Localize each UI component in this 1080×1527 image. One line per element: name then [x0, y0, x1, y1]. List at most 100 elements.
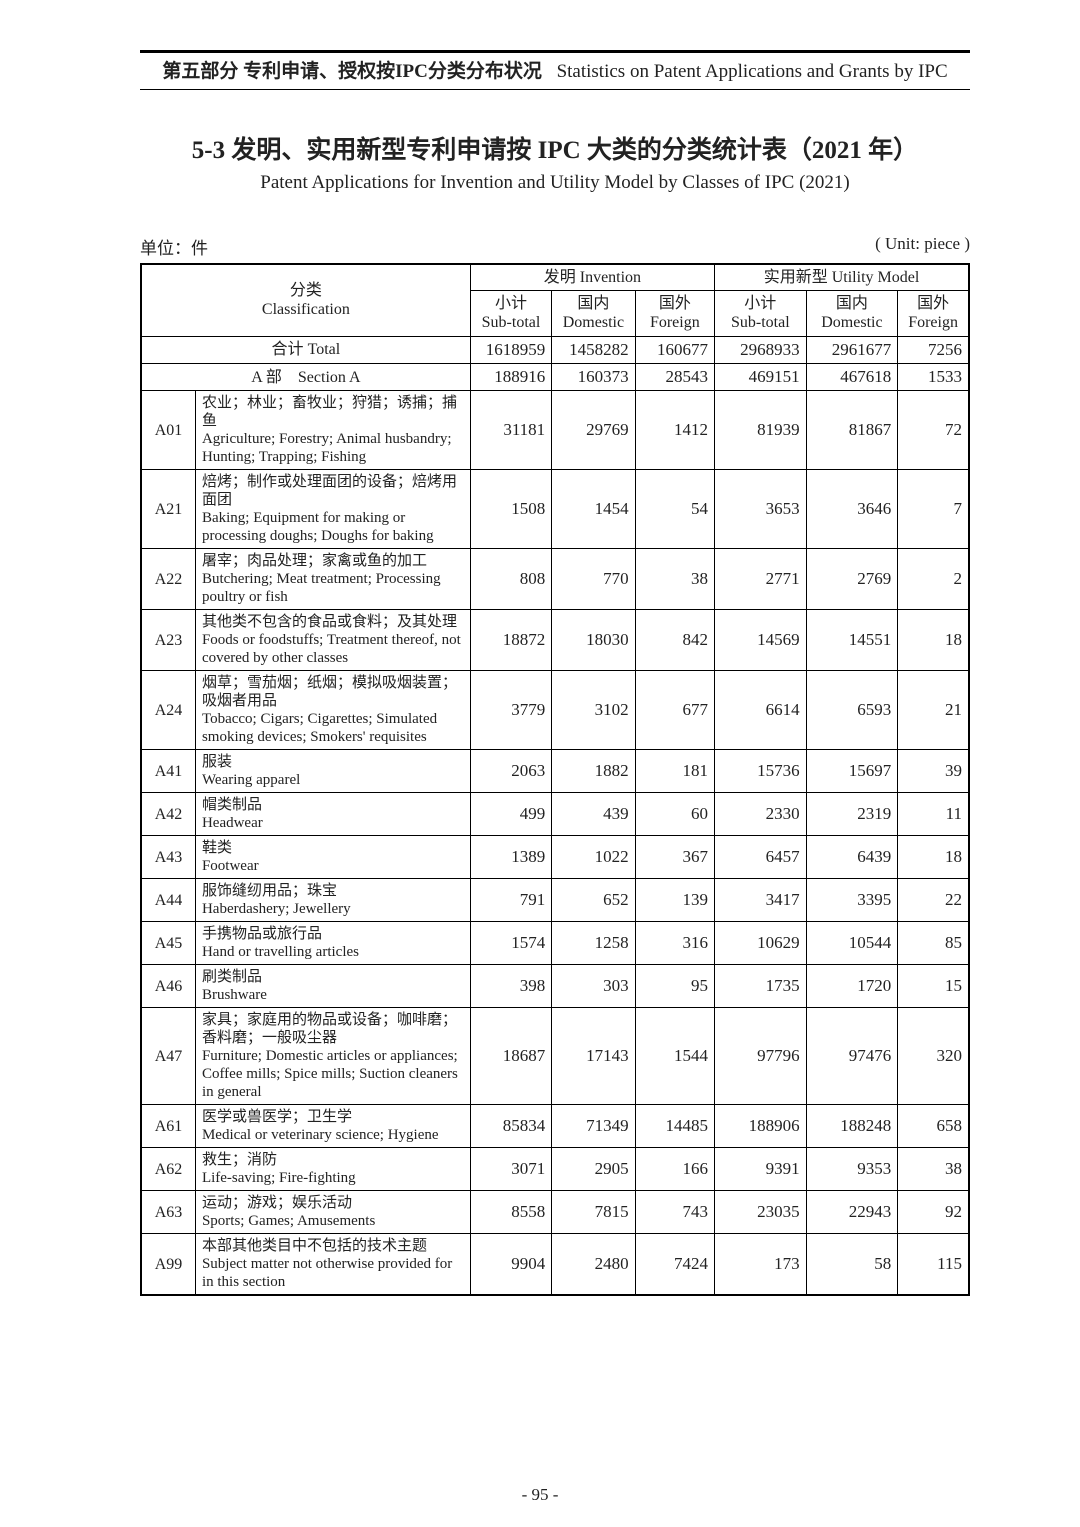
cell-value: 58: [806, 1234, 898, 1296]
cell-value: 7815: [552, 1191, 635, 1234]
cell-value: 6593: [806, 671, 898, 750]
cell-value: 2961677: [806, 336, 898, 363]
cell-value: 303: [552, 965, 635, 1008]
table-row: A61医学或兽医学；卫生学Medical or veterinary scien…: [141, 1105, 969, 1148]
table-row: A42帽类制品Headwear499439602330231911: [141, 793, 969, 836]
cell-value: 92: [898, 1191, 969, 1234]
cell-value: 1533: [898, 363, 969, 390]
th-classification: 分类 Classification: [141, 264, 470, 336]
cell-value: 18872: [470, 610, 551, 671]
cell-value: 2769: [806, 549, 898, 610]
unit-right: ( Unit: piece ): [875, 234, 970, 259]
part-header-en: Statistics on Patent Applications and Gr…: [557, 61, 948, 82]
cell-value: 81939: [715, 391, 807, 470]
cell-classification-desc: 运动；游戏；娱乐活动Sports; Games; Amusements: [195, 1191, 470, 1234]
cell-ipc-code: A47: [141, 1008, 195, 1105]
cell-ipc-code: A43: [141, 836, 195, 879]
cell-value: 2968933: [715, 336, 807, 363]
cell-value: 11: [898, 793, 969, 836]
table-head-row-1: 分类 Classification 发明 Invention 实用新型 Util…: [141, 264, 969, 291]
cell-section-label: A 部 Section A: [141, 363, 470, 390]
th-utility: 实用新型 Utility Model: [715, 264, 969, 291]
cell-ipc-code: A23: [141, 610, 195, 671]
th-um-subtotal: 小计Sub-total: [715, 291, 807, 336]
cell-value: 367: [635, 836, 714, 879]
page-title-cn: 5-3 发明、实用新型专利申请按 IPC 大类的分类统计表（2021 年）: [140, 130, 970, 166]
cell-value: 173: [715, 1234, 807, 1296]
cell-value: 139: [635, 879, 714, 922]
cell-value: 677: [635, 671, 714, 750]
cell-value: 22943: [806, 1191, 898, 1234]
cell-value: 7: [898, 470, 969, 549]
cell-value: 6439: [806, 836, 898, 879]
cell-value: 7424: [635, 1234, 714, 1296]
part-header: 第五部分 专利申请、授权按IPC分类分布状况 Statistics on Pat…: [140, 50, 970, 90]
cell-classification-desc: 其他类不包含的食品或食料；及其处理Foods or foodstuffs; Tr…: [195, 610, 470, 671]
cell-value: 21: [898, 671, 969, 750]
cell-value: 3779: [470, 671, 551, 750]
cell-ipc-code: A41: [141, 750, 195, 793]
unit-row: 单位：件 ( Unit: piece ): [140, 234, 970, 259]
cell-value: 85: [898, 922, 969, 965]
cell-value: 22: [898, 879, 969, 922]
th-inv-domestic: 国内Domestic: [552, 291, 635, 336]
table-row: A21焙烤；制作或处理面团的设备；焙烤用面团Baking; Equipment …: [141, 470, 969, 549]
cell-value: 1412: [635, 391, 714, 470]
cell-ipc-code: A99: [141, 1234, 195, 1296]
cell-ipc-code: A63: [141, 1191, 195, 1234]
cell-value: 115: [898, 1234, 969, 1296]
cell-value: 18030: [552, 610, 635, 671]
cell-value: 2905: [552, 1148, 635, 1191]
cell-value: 188906: [715, 1105, 807, 1148]
cell-value: 188916: [470, 363, 551, 390]
cell-value: 1735: [715, 965, 807, 1008]
cell-value: 188248: [806, 1105, 898, 1148]
cell-value: 95: [635, 965, 714, 1008]
cell-value: 2771: [715, 549, 807, 610]
cell-value: 2: [898, 549, 969, 610]
cell-classification-desc: 烟草；雪茄烟；纸烟；模拟吸烟装置；吸烟者用品Tobacco; Cigars; C…: [195, 671, 470, 750]
cell-value: 6614: [715, 671, 807, 750]
cell-ipc-code: A61: [141, 1105, 195, 1148]
cell-value: 38: [898, 1148, 969, 1191]
cell-value: 15697: [806, 750, 898, 793]
cell-value: 38: [635, 549, 714, 610]
th-um-domestic: 国内Domestic: [806, 291, 898, 336]
cell-value: 469151: [715, 363, 807, 390]
cell-value: 31181: [470, 391, 551, 470]
cell-value: 652: [552, 879, 635, 922]
cell-ipc-code: A62: [141, 1148, 195, 1191]
cell-ipc-code: A21: [141, 470, 195, 549]
cell-value: 97796: [715, 1008, 807, 1105]
cell-value: 160373: [552, 363, 635, 390]
page-title-en: Patent Applications for Invention and Ut…: [140, 172, 970, 194]
cell-ipc-code: A22: [141, 549, 195, 610]
table-row: A63运动；游戏；娱乐活动Sports; Games; Amusements85…: [141, 1191, 969, 1234]
th-um-foreign: 国外Foreign: [898, 291, 969, 336]
cell-value: 791: [470, 879, 551, 922]
cell-classification-desc: 服装Wearing apparel: [195, 750, 470, 793]
cell-value: 1389: [470, 836, 551, 879]
cell-value: 160677: [635, 336, 714, 363]
th-inv-subtotal: 小计Sub-total: [470, 291, 551, 336]
cell-classification-desc: 救生；消防Life-saving; Fire-fighting: [195, 1148, 470, 1191]
cell-value: 1508: [470, 470, 551, 549]
cell-value: 18: [898, 610, 969, 671]
cell-value: 18687: [470, 1008, 551, 1105]
table-row: A01农业；林业；畜牧业；狩猎；诱捕；捕鱼Agriculture; Forest…: [141, 391, 969, 470]
table-row: A23其他类不包含的食品或食料；及其处理Foods or foodstuffs;…: [141, 610, 969, 671]
cell-value: 14551: [806, 610, 898, 671]
cell-value: 28543: [635, 363, 714, 390]
cell-value: 54: [635, 470, 714, 549]
cell-value: 29769: [552, 391, 635, 470]
cell-value: 71349: [552, 1105, 635, 1148]
cell-value: 85834: [470, 1105, 551, 1148]
cell-value: 6457: [715, 836, 807, 879]
table-row: A99本部其他类目中不包括的技术主题Subject matter not oth…: [141, 1234, 969, 1296]
cell-classification-desc: 服饰缝纫用品；珠宝Haberdashery; Jewellery: [195, 879, 470, 922]
cell-value: 3102: [552, 671, 635, 750]
cell-value: 97476: [806, 1008, 898, 1105]
table-row: A45手携物品或旅行品Hand or travelling articles15…: [141, 922, 969, 965]
cell-value: 808: [470, 549, 551, 610]
cell-value: 1720: [806, 965, 898, 1008]
